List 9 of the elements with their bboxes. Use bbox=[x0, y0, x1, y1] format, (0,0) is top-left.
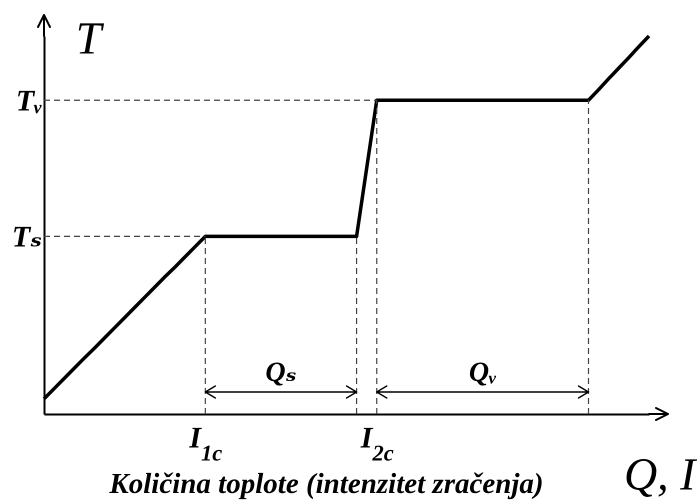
x-axis-title: Q, I bbox=[624, 448, 697, 500]
annotation: Qₛ bbox=[265, 357, 297, 388]
x-tick-label: I$_{1c}$ bbox=[188, 422, 222, 465]
annotation: Qᵥ bbox=[468, 357, 496, 388]
text: Količina toplote (intenzitet zračenja) bbox=[108, 468, 544, 500]
ref-line-label: Tₛ bbox=[12, 220, 42, 254]
ref-line-label: Tᵥ bbox=[16, 84, 42, 118]
x-tick-label: I$_{2c}$ bbox=[360, 422, 394, 465]
y-axis-title: T bbox=[76, 12, 105, 64]
